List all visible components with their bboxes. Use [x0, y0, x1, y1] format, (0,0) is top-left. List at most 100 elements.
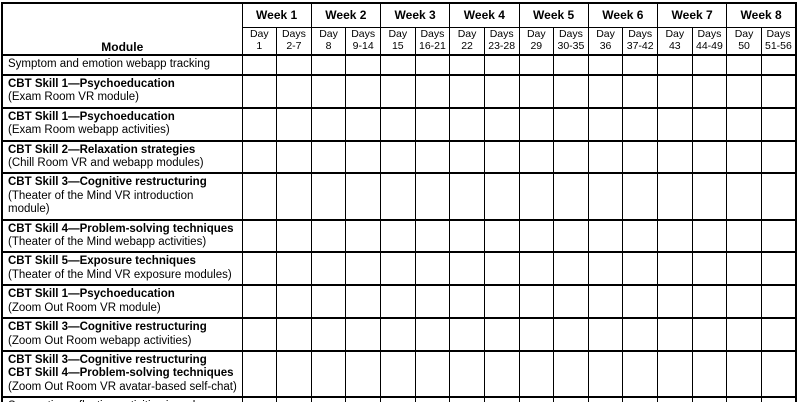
day-label-bottom: 2-7 [286, 39, 302, 52]
day-label-bottom: 29 [530, 39, 543, 52]
grid-cell-unavailable [726, 317, 762, 352]
day-header-cell: Days 2-7 [276, 26, 312, 56]
grid-cell-introduced [622, 218, 658, 254]
week-header-cell: Week 5 [518, 2, 589, 28]
grid-cell-introduced [449, 284, 485, 320]
grid-cell-blank [345, 349, 381, 399]
grid-cell-available [518, 251, 555, 287]
day-label-top: Days [766, 28, 791, 41]
day-header-cell: Days 23-28 [483, 26, 520, 56]
grid-cell-blank [241, 349, 278, 399]
day-label-top: Days [420, 28, 445, 41]
grid-cell-unavailable [553, 106, 589, 142]
grid-cell-introduced [622, 106, 658, 142]
grid-cell-blank [380, 317, 416, 352]
grid-cell-blank [414, 349, 451, 399]
grid-cell-available [414, 251, 451, 287]
grid-cell-available [380, 54, 416, 76]
grid-cell-introduced [553, 218, 589, 254]
day-label-top: Day [388, 28, 408, 41]
grid-cell-blank [241, 284, 278, 320]
module-title-line: CBT Skill 1—Psychoeducation [8, 78, 175, 90]
module-subtitle-line: (Zoom Out Room VR module) [8, 301, 161, 314]
module-row: CBT Skill 5—Exposure techniques (Theater … [1, 251, 797, 287]
grid-cell-available [622, 349, 658, 399]
day-header-cell: Days 37-42 [622, 26, 658, 56]
grid-cell-blank [310, 251, 347, 287]
grid-cell-blank [345, 251, 381, 287]
grid-cell-available [518, 54, 555, 76]
module-row: Symptom and emotion webapp tracking [1, 54, 797, 76]
grid-cell-available [587, 139, 624, 175]
grid-cell-introduced [380, 251, 416, 287]
grid-cell-blank [449, 349, 485, 399]
grid-cell-available [276, 74, 312, 109]
grid-cell-introduced [622, 317, 658, 352]
day-header-cell: Days 16-21 [414, 26, 451, 56]
module-row: Summative reflection activities in webap… [1, 396, 797, 402]
module-label: CBT Skill 1—Psychoeducation (Exam Room VR… [1, 74, 243, 109]
grid-cell-blank [276, 284, 312, 320]
table-header: Module Week 1 Week 2 Week 3 Week 4 Week 5 Week… [1, 2, 797, 56]
module-row: CBT Skill 1—Psychoeducation (Exam Room VR… [1, 74, 797, 109]
day-label-bottom: 37-42 [626, 39, 654, 52]
day-label-top: Days [281, 28, 306, 41]
grid-cell-introduced [483, 218, 520, 254]
grid-cell-available [691, 74, 728, 109]
grid-cell-available [310, 54, 347, 76]
module-title-line: CBT Skill 3—Cognitive restructuring [8, 176, 207, 189]
module-label: CBT Skill 1—Psychoeducation (Zoom Out Roo… [1, 284, 243, 320]
grid-cell-blank [449, 396, 485, 402]
grid-cell-available [518, 284, 555, 320]
module-title-line: CBT Skill 5—Exposure techniques [8, 255, 196, 268]
grid-cell-available [483, 74, 520, 109]
grid-cell-blank [276, 349, 312, 399]
grid-cell-available [518, 139, 555, 175]
grid-cell-unavailable [518, 106, 555, 142]
grid-cell-unavailable [760, 106, 797, 142]
grid-cell-available [760, 251, 797, 287]
day-label-top: Day [457, 28, 477, 41]
grid-cell-available [345, 74, 381, 109]
grid-cell-available [553, 172, 589, 221]
grid-cell-available [691, 349, 728, 399]
grid-cell-unavailable [587, 218, 624, 254]
grid-cell-available [553, 139, 589, 175]
module-row: CBT Skill 3—Cognitive restructuring CBT S… [1, 349, 797, 399]
grid-cell-unavailable [691, 317, 728, 352]
module-row: CBT Skill 3—Cognitive restructuring (Thea… [1, 172, 797, 221]
grid-cell-available [691, 172, 728, 221]
day-label-bottom: 51-56 [765, 39, 792, 52]
grid-cell-blank [449, 317, 485, 352]
day-header-cell: Days 44-49 [691, 26, 728, 56]
grid-cell-available [622, 251, 658, 287]
table-body: Symptom and emotion webapp tracking CBT S… [1, 54, 797, 402]
day-label-top: Days [697, 28, 722, 41]
grid-cell-blank [276, 139, 312, 175]
grid-cell-available [345, 139, 381, 175]
module-row: CBT Skill 1—Psychoeducation (Zoom Out Roo… [1, 284, 797, 320]
day-label-bottom: 23-28 [488, 39, 516, 52]
day-label-bottom: 30-35 [557, 39, 585, 52]
day-label-top: Day [526, 28, 546, 41]
module-column-header: Module [1, 2, 243, 56]
grid-cell-unavailable [760, 218, 797, 254]
module-subtitle-line: (Exam Room webapp activities) [8, 124, 170, 137]
grid-cell-available [691, 284, 728, 320]
grid-cell-available [380, 172, 416, 221]
grid-cell-blank [241, 396, 278, 402]
day-label-top: Day [596, 28, 615, 41]
grid-cell-introduced [657, 396, 693, 402]
day-label-bottom: 44-49 [696, 39, 723, 52]
grid-cell-available [449, 139, 485, 175]
grid-cell-available [726, 54, 762, 76]
week-header-cell: Week 2 [310, 2, 382, 28]
week-header-cell: Week 7 [656, 2, 728, 28]
grid-cell-blank [241, 251, 278, 287]
grid-cell-introduced [310, 139, 347, 175]
grid-cell-available [726, 284, 762, 320]
module-label: CBT Skill 5—Exposure techniques (Theater … [1, 251, 243, 287]
grid-cell-unavailable [449, 106, 485, 142]
day-label-top: Days [351, 28, 376, 41]
grid-cell-blank [414, 317, 451, 352]
